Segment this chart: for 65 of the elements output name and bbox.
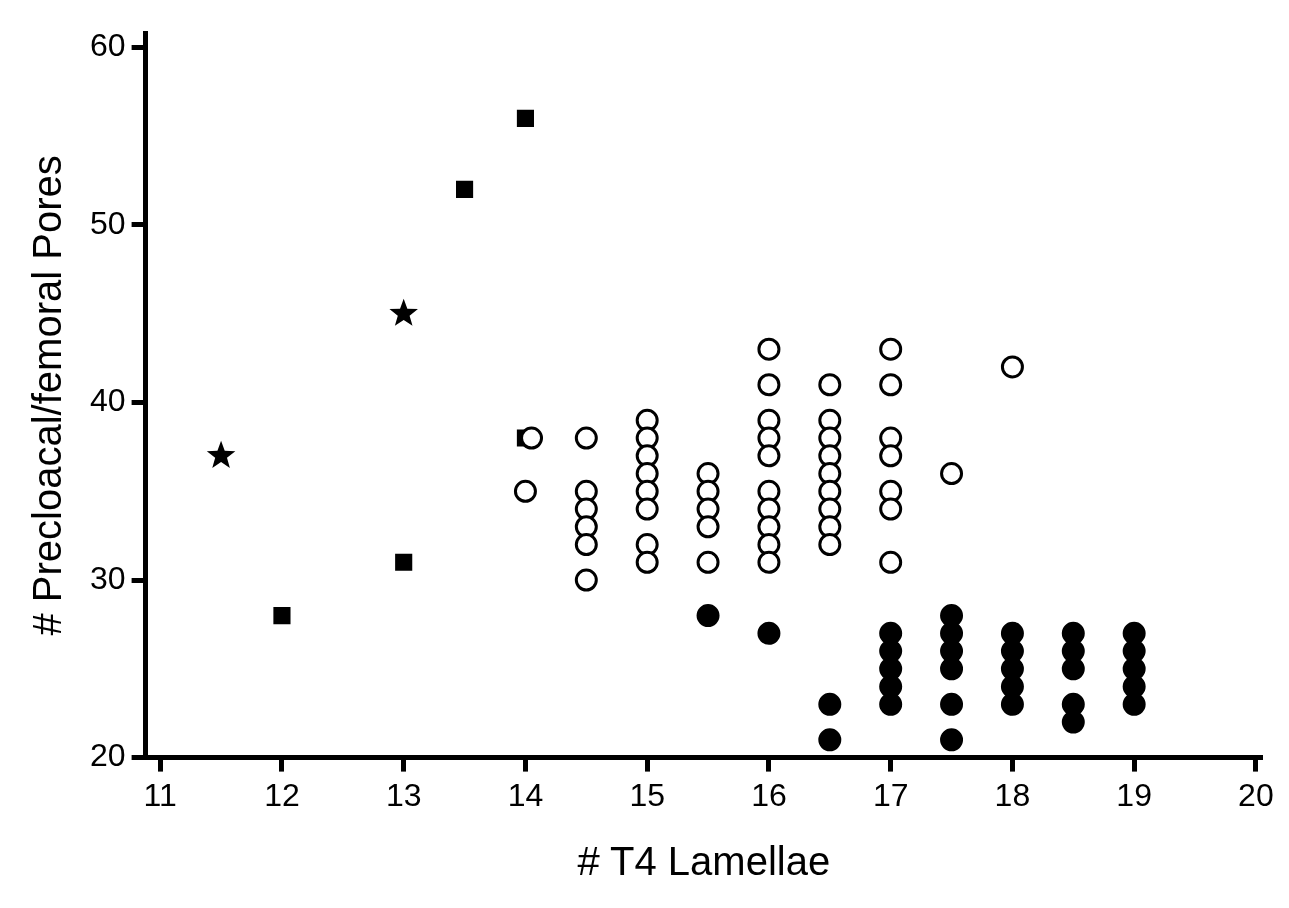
point xyxy=(879,337,903,361)
point xyxy=(574,426,598,450)
point xyxy=(940,692,964,716)
y-tick-label: 20 xyxy=(90,737,126,774)
point xyxy=(635,550,659,574)
point xyxy=(879,479,903,503)
point xyxy=(456,180,474,199)
point xyxy=(818,692,842,716)
point xyxy=(1000,355,1024,379)
point xyxy=(520,426,544,450)
point xyxy=(395,553,413,571)
point xyxy=(696,550,720,574)
x-tick-label: 13 xyxy=(385,776,422,813)
point xyxy=(818,728,842,752)
point xyxy=(879,497,903,521)
point xyxy=(879,621,903,645)
y-tick-label: 30 xyxy=(90,559,126,596)
point xyxy=(1000,621,1024,645)
point xyxy=(757,550,781,574)
point xyxy=(1061,621,1085,645)
x-tick-label: 15 xyxy=(629,776,665,813)
point xyxy=(574,533,598,557)
x-tick-label: 16 xyxy=(751,776,787,813)
y-tick-label: 50 xyxy=(90,204,126,241)
y-tick-label: 60 xyxy=(90,27,126,64)
point xyxy=(696,515,720,539)
x-axis-title: # T4 Lamellae xyxy=(577,839,831,884)
point xyxy=(757,373,781,397)
point xyxy=(757,337,781,361)
point xyxy=(513,479,537,503)
point xyxy=(1122,692,1146,716)
point xyxy=(879,550,903,574)
x-tick-label: 11 xyxy=(143,776,177,813)
point xyxy=(757,444,781,468)
x-tick-label: 17 xyxy=(872,776,909,813)
point xyxy=(1061,692,1085,716)
point xyxy=(879,373,903,397)
point xyxy=(818,408,842,432)
point xyxy=(940,462,964,486)
point xyxy=(879,692,903,716)
x-tick-label: 14 xyxy=(507,776,544,813)
point xyxy=(635,497,659,521)
point xyxy=(696,604,720,628)
point xyxy=(940,657,964,681)
x-tick-label: 12 xyxy=(264,776,300,813)
x-tick-label: 18 xyxy=(994,776,1031,813)
point xyxy=(818,479,842,503)
point xyxy=(1061,710,1085,734)
x-tick-label: 20 xyxy=(1238,776,1274,813)
point xyxy=(273,606,291,625)
point xyxy=(818,373,842,397)
point xyxy=(574,479,598,503)
point xyxy=(574,568,598,592)
point xyxy=(818,533,842,557)
point xyxy=(879,444,903,468)
y-tick-label: 40 xyxy=(90,382,126,419)
point xyxy=(206,440,236,468)
point xyxy=(757,621,781,645)
point xyxy=(516,109,535,127)
point xyxy=(1000,692,1024,716)
point xyxy=(1061,657,1085,681)
x-tick-label: 19 xyxy=(1116,776,1152,813)
point xyxy=(940,728,964,752)
point xyxy=(389,298,418,326)
y-axis-title: # Precloacal/femoral Pores xyxy=(25,155,70,636)
